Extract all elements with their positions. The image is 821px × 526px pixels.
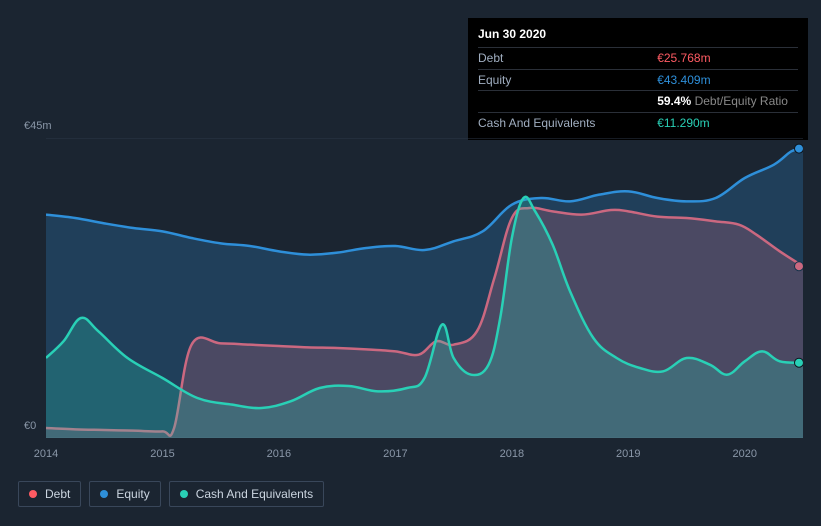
legend-label: Cash And Equivalents xyxy=(196,487,313,501)
x-axis-tick: 2016 xyxy=(267,448,291,460)
tooltip-row-value: 59.4% Debt/Equity Ratio xyxy=(657,91,798,113)
x-axis-tick: 2018 xyxy=(500,448,524,460)
chart-svg[interactable] xyxy=(46,138,803,438)
x-axis-tick: 2014 xyxy=(34,448,58,460)
legend-item-equity[interactable]: Equity xyxy=(89,481,160,507)
x-axis-tick: 2017 xyxy=(383,448,407,460)
tooltip-row-label: Debt xyxy=(478,47,657,69)
swatch-icon xyxy=(100,490,108,498)
tooltip-row-value: €25.768m xyxy=(657,47,798,69)
legend-item-debt[interactable]: Debt xyxy=(18,481,81,507)
series-endpoint-cash[interactable] xyxy=(795,358,804,367)
tooltip-row-label: Equity xyxy=(478,69,657,91)
tooltip-row-value: €43.409m xyxy=(657,69,798,91)
series-endpoint-equity[interactable] xyxy=(795,144,804,153)
x-axis-tick: 2015 xyxy=(150,448,174,460)
x-axis-tick: 2020 xyxy=(733,448,757,460)
x-axis-tick: 2019 xyxy=(616,448,640,460)
tooltip-date: Jun 30 2020 xyxy=(478,26,798,47)
tooltip-row-label xyxy=(478,91,657,113)
swatch-icon xyxy=(29,490,37,498)
legend-label: Debt xyxy=(45,487,70,501)
y-axis-tick-max: €45m xyxy=(24,120,52,132)
x-axis: 2014201520162017201820192020 xyxy=(46,448,803,466)
legend-label: Equity xyxy=(116,487,149,501)
legend-item-cash[interactable]: Cash And Equivalents xyxy=(169,481,324,507)
chart-area: €45m €0 2014 2015 2016 2017 2018 2019 2020 xyxy=(18,120,803,460)
swatch-icon xyxy=(180,490,188,498)
legend: Debt Equity Cash And Equivalents xyxy=(18,481,324,507)
y-axis-tick-min: €0 xyxy=(24,420,36,432)
